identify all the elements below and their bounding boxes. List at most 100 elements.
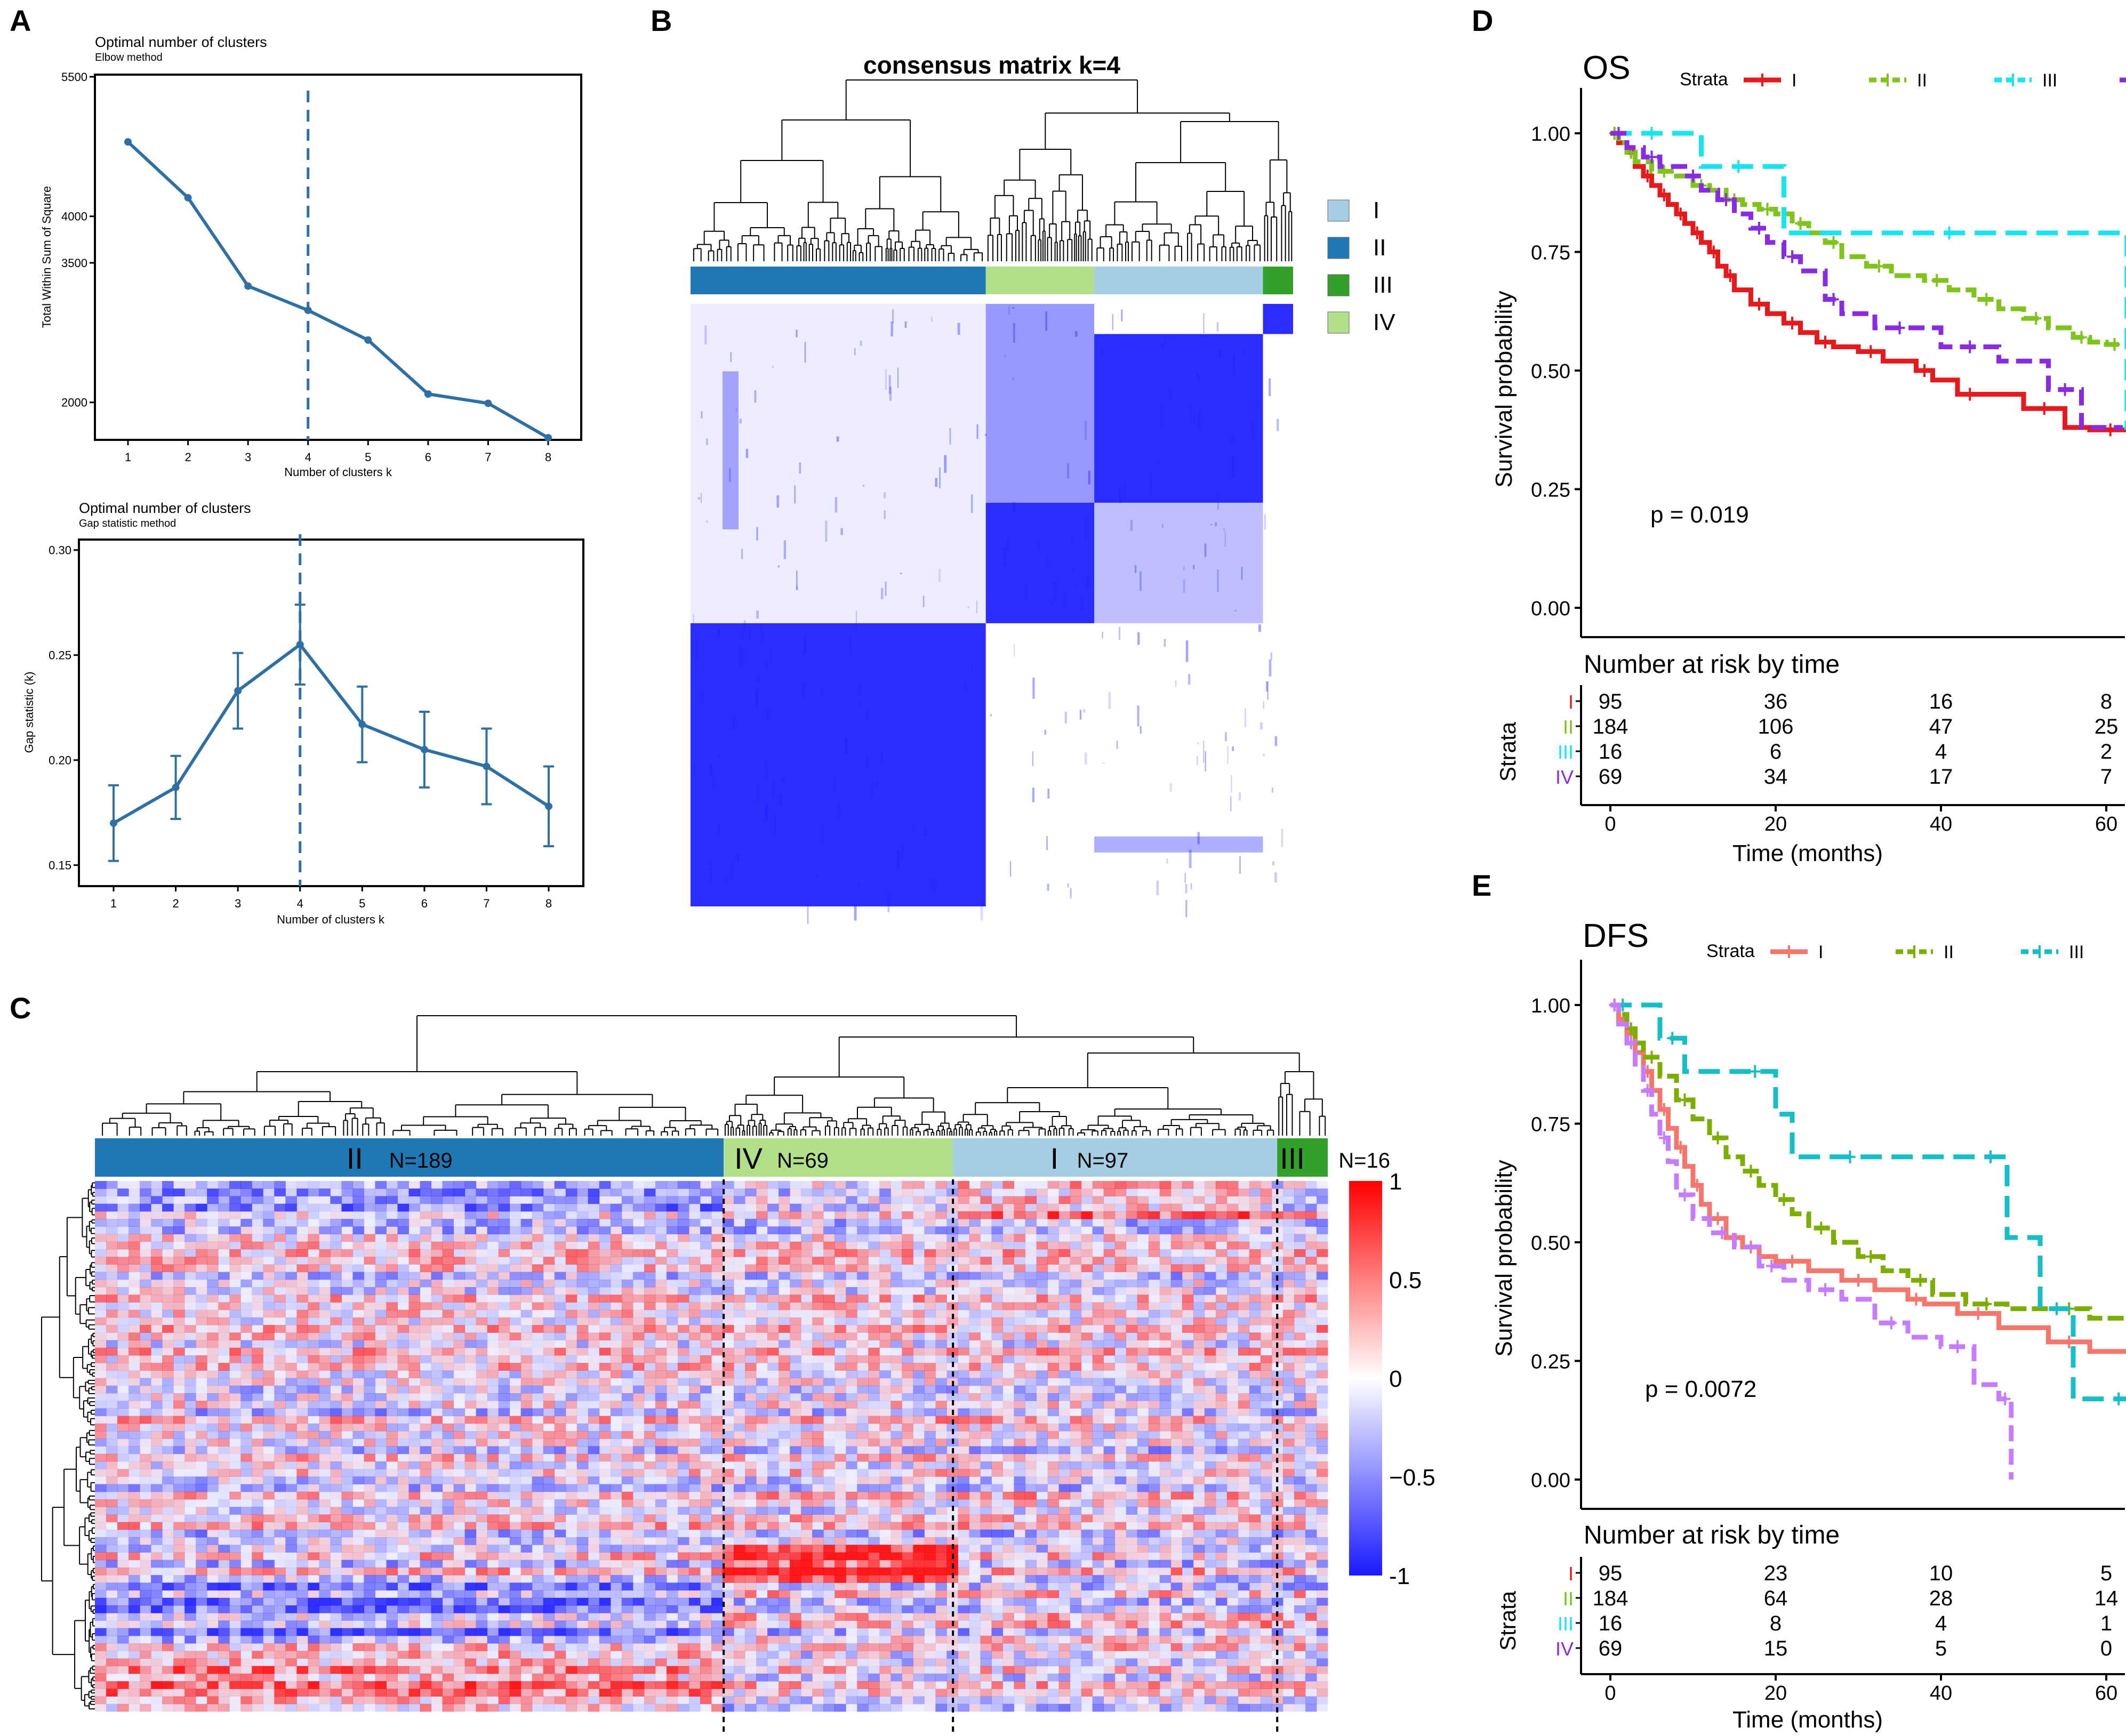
expr-heat-cell <box>252 1370 263 1379</box>
expr-heat-cell <box>431 1196 443 1204</box>
expr-heat-cell <box>330 1226 342 1234</box>
expr-heat-cell <box>375 1347 387 1356</box>
expr-heat-cell <box>319 1181 331 1189</box>
expr-heat-cell <box>924 1249 936 1257</box>
expr-heat-cell <box>1059 1234 1071 1242</box>
expr-heat-cell <box>946 1203 958 1212</box>
expr-heat-cell <box>263 1234 275 1242</box>
expr-heat-cell <box>565 1363 577 1371</box>
expr-heat-cell <box>296 1272 308 1280</box>
expr-heat-cell <box>106 1257 118 1265</box>
expr-heat-cell <box>723 1219 734 1227</box>
expr-heat-cell <box>1204 1196 1216 1204</box>
expr-heat-cell <box>1260 1211 1272 1219</box>
expr-heat-cell <box>263 1295 275 1303</box>
expr-heat-cell <box>1170 1393 1183 1401</box>
expr-heat-cell <box>902 1188 913 1196</box>
expr-heat-cell <box>1159 1257 1172 1265</box>
expr-heat-cell <box>1002 1188 1014 1196</box>
expr-heat-cell <box>520 1378 533 1386</box>
expr-heat-cell <box>902 1325 913 1333</box>
expr-heat-cell <box>397 1203 410 1212</box>
expr-heat-cell <box>1148 1385 1160 1394</box>
expr-heat-cell <box>397 1347 410 1356</box>
expr-heat-cell <box>464 1234 477 1242</box>
expr-heat-cell <box>700 1401 712 1409</box>
expr-heat-cell <box>487 1272 499 1280</box>
expr-heat-cell <box>734 1203 745 1212</box>
expr-heat-cell <box>1204 1317 1216 1325</box>
expr-heat-cell <box>173 1332 185 1340</box>
expr-heat-cell <box>1193 1188 1205 1196</box>
expr-heat-cell <box>1282 1272 1295 1280</box>
expr-heat-cell <box>1305 1340 1317 1348</box>
consensus-heat-noise <box>1135 565 1137 573</box>
expr-heat-cell <box>565 1309 577 1318</box>
expr-heat-cell <box>790 1196 801 1204</box>
expr-heat-cell <box>196 1348 207 1356</box>
expr-heat-cell <box>700 1272 712 1280</box>
expr-heat-cell <box>498 1196 510 1204</box>
expr-heat-cell <box>532 1257 544 1265</box>
expr-heat-cell <box>352 1203 364 1212</box>
expr-heat-cell <box>644 1347 656 1356</box>
expr-heat-cell <box>1103 1264 1116 1273</box>
expr-heat-cell <box>319 1347 331 1356</box>
expr-heat-cell <box>1215 1317 1228 1325</box>
expr-heat-cell <box>745 1347 757 1356</box>
expr-heat-cell <box>610 1181 622 1189</box>
expr-heat-cell <box>1025 1211 1037 1219</box>
expr-heat-cell <box>308 1363 319 1371</box>
expr-heat-cell <box>644 1219 656 1227</box>
consensus-heat-noise <box>1239 792 1241 801</box>
expr-heat-cell <box>509 1317 522 1325</box>
elbow-point <box>304 306 312 314</box>
expr-heat-cell <box>1047 1203 1060 1212</box>
consensus-heat-noise <box>754 390 757 403</box>
expr-heat-cell <box>240 1370 252 1379</box>
expr-heat-cell <box>1294 1340 1306 1348</box>
expr-heat-cell <box>677 1188 689 1196</box>
expr-heat-cell <box>442 1385 454 1394</box>
expr-group-n: N=97 <box>1077 1149 1129 1172</box>
expr-heat-cell <box>913 1347 925 1356</box>
expr-heat-cell <box>576 1211 589 1219</box>
expr-heat-cell <box>902 1370 913 1379</box>
expr-heat-cell <box>106 1219 118 1227</box>
expr-heat-cell <box>868 1347 880 1356</box>
expr-heat-cell <box>935 1347 947 1356</box>
expr-heat-cell <box>554 1219 566 1227</box>
expr-heat-cell <box>106 1332 118 1340</box>
expr-heat-cell <box>554 1188 566 1196</box>
expr-heat-cell <box>655 1188 667 1196</box>
expr-heat-cell <box>520 1295 533 1303</box>
expr-heat-cell <box>330 1181 342 1189</box>
expr-heat-cell <box>902 1393 913 1401</box>
expr-heat-cell <box>184 1234 196 1242</box>
expr-heat-cell <box>666 1241 678 1250</box>
expr-heat-cell <box>129 1370 140 1379</box>
expr-heat-cell <box>767 1340 779 1348</box>
expr-heat-cell <box>229 1401 241 1409</box>
expr-heat-cell <box>924 1385 936 1394</box>
expr-heat-cell <box>229 1302 241 1311</box>
expr-heat-cell <box>980 1257 992 1265</box>
expr-heat-cell <box>252 1385 263 1394</box>
consensus-heat-noise <box>1266 681 1268 692</box>
expr-heat-cell <box>588 1378 600 1386</box>
expr-heat-cell <box>980 1385 992 1394</box>
expr-heat-cell <box>857 1385 869 1394</box>
expr-heat-cell <box>252 1279 263 1288</box>
expr-heat-cell <box>352 1393 364 1401</box>
expr-heat-cell <box>274 1272 286 1280</box>
expr-heat-cell <box>341 1203 353 1212</box>
expr-heat-cell <box>364 1355 375 1363</box>
expr-heat-cell <box>274 1332 286 1340</box>
expr-group-label: II <box>347 1142 363 1175</box>
expr-heat-cell <box>924 1234 936 1242</box>
expr-heat-cell <box>296 1241 308 1250</box>
expr-heat-cell <box>364 1347 375 1356</box>
expr-heat-cell <box>1103 1249 1116 1257</box>
expr-heat-cell <box>509 1287 522 1295</box>
expr-heat-cell <box>129 1332 140 1340</box>
